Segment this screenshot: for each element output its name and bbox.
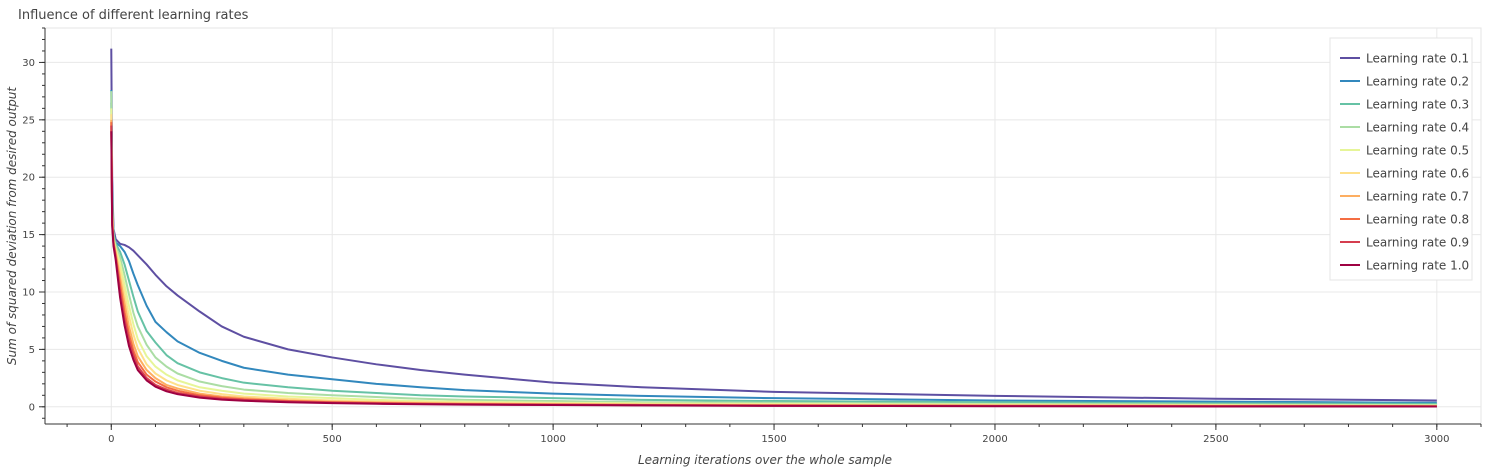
x-tick-label: 2000	[982, 434, 1007, 445]
y-tick-label: 20	[22, 173, 35, 184]
series-layer	[110, 48, 1437, 408]
y-axis-label: Sum of squared deviation from desired ou…	[5, 86, 19, 365]
axes: 0 500 1000 1500 2000 2500 3000 0 5 10 15 20 25 30	[22, 27, 1482, 445]
x-tick-label: 2500	[1203, 434, 1228, 445]
x-tick-label: 3000	[1424, 434, 1449, 445]
plot-frame	[44, 27, 1482, 425]
grid	[44, 27, 1482, 425]
legend-label: Learning rate 0.2	[1366, 75, 1469, 89]
series-line	[110, 91, 1437, 407]
legend-label: Learning rate 0.4	[1366, 121, 1469, 135]
x-tick-label: 1000	[540, 434, 565, 445]
legend-label: Learning rate 0.8	[1366, 213, 1469, 227]
x-tick-label: 500	[323, 434, 342, 445]
y-tick-label: 15	[22, 230, 35, 241]
y-tick-label: 10	[22, 288, 35, 299]
legend-label: Learning rate 0.7	[1366, 190, 1469, 204]
y-tick-label: 25	[22, 115, 35, 126]
x-axis-label: Learning iterations over the whole sampl…	[638, 453, 892, 467]
legend-label: Learning rate 0.1	[1366, 52, 1469, 66]
y-tick-label: 30	[22, 58, 35, 69]
x-tick-label: 1500	[761, 434, 786, 445]
legend-label: Learning rate 0.9	[1366, 236, 1469, 250]
legend-label: Learning rate 0.3	[1366, 98, 1469, 112]
y-tick-label: 5	[29, 345, 35, 356]
series-line	[110, 131, 1437, 408]
legend-label: Learning rate 0.5	[1366, 144, 1469, 158]
legend-label: Learning rate 1.0	[1366, 259, 1469, 273]
y-tick-label: 0	[29, 402, 35, 413]
legend-label: Learning rate 0.6	[1366, 167, 1469, 181]
legend: Learning rate 0.1 Learning rate 0.2 Learni…	[1329, 37, 1473, 281]
chart-title: Influence of different learning rates	[18, 8, 249, 23]
x-tick-label: 0	[108, 434, 114, 445]
series-line	[110, 102, 1437, 405]
series-line	[110, 89, 1437, 404]
legend-box	[1329, 37, 1473, 281]
series-line	[110, 48, 1437, 402]
